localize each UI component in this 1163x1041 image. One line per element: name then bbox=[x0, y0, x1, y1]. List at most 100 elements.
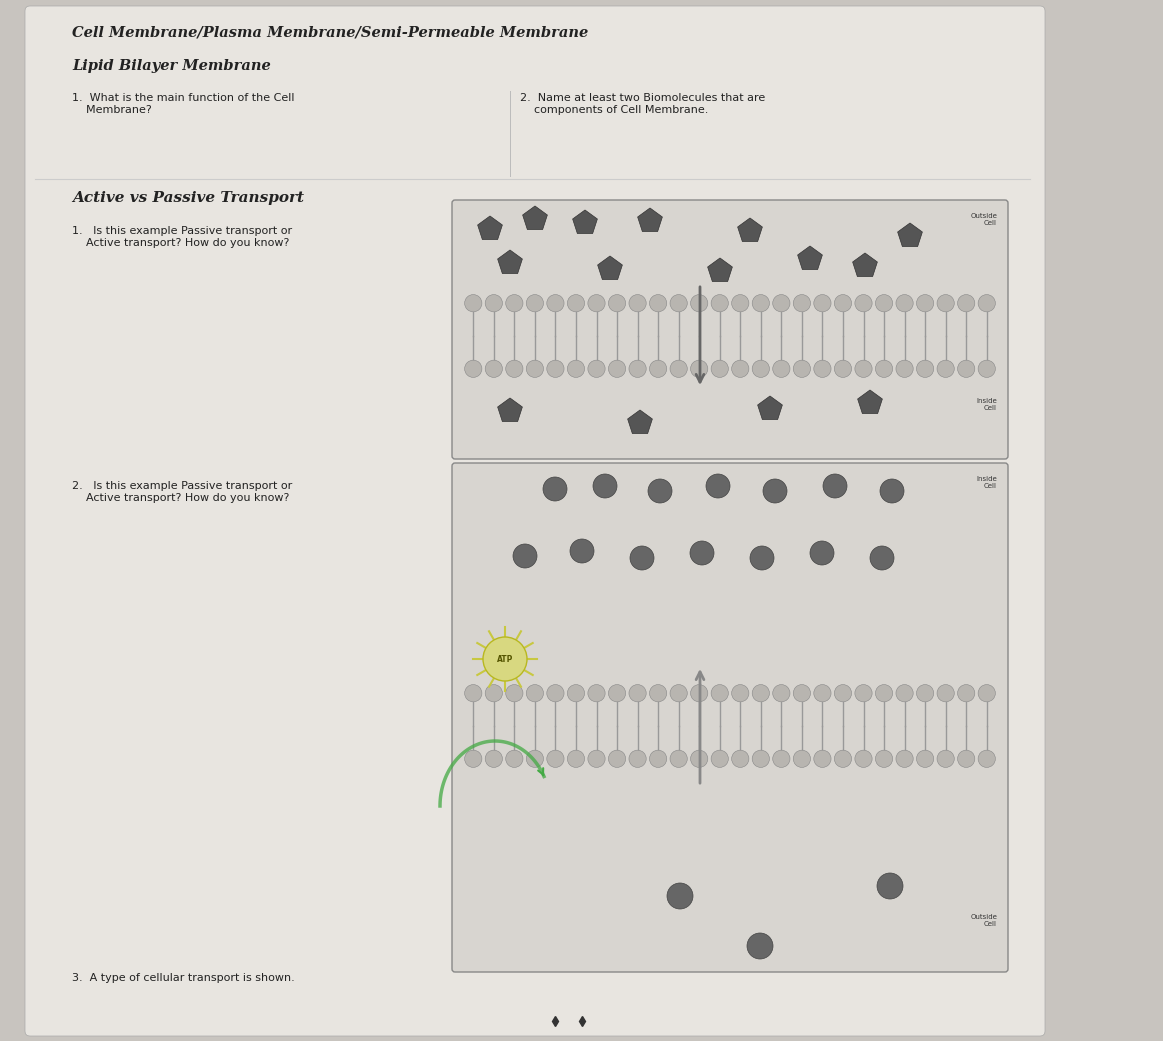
Circle shape bbox=[855, 295, 872, 312]
Circle shape bbox=[763, 479, 787, 503]
Circle shape bbox=[506, 685, 523, 702]
Circle shape bbox=[568, 360, 585, 378]
Circle shape bbox=[706, 474, 730, 498]
Circle shape bbox=[978, 295, 996, 312]
FancyBboxPatch shape bbox=[452, 200, 1008, 459]
Circle shape bbox=[527, 360, 543, 378]
Circle shape bbox=[691, 360, 708, 378]
Circle shape bbox=[547, 751, 564, 767]
Circle shape bbox=[876, 360, 893, 378]
Circle shape bbox=[568, 295, 585, 312]
Circle shape bbox=[527, 685, 543, 702]
Circle shape bbox=[957, 295, 975, 312]
Circle shape bbox=[978, 751, 996, 767]
Circle shape bbox=[547, 685, 564, 702]
Circle shape bbox=[876, 295, 893, 312]
Circle shape bbox=[587, 751, 605, 767]
Circle shape bbox=[608, 295, 626, 312]
Circle shape bbox=[957, 685, 975, 702]
Circle shape bbox=[670, 685, 687, 702]
Polygon shape bbox=[737, 218, 763, 242]
Circle shape bbox=[547, 360, 564, 378]
Circle shape bbox=[506, 360, 523, 378]
Circle shape bbox=[485, 751, 502, 767]
Circle shape bbox=[465, 685, 481, 702]
Circle shape bbox=[772, 751, 790, 767]
Circle shape bbox=[814, 685, 832, 702]
Text: Lipid Bilayer Membrane: Lipid Bilayer Membrane bbox=[72, 59, 271, 73]
Polygon shape bbox=[637, 208, 663, 231]
FancyBboxPatch shape bbox=[24, 6, 1046, 1036]
Circle shape bbox=[527, 751, 543, 767]
Circle shape bbox=[629, 685, 647, 702]
Circle shape bbox=[772, 685, 790, 702]
Circle shape bbox=[814, 360, 832, 378]
Circle shape bbox=[570, 539, 594, 563]
Circle shape bbox=[483, 637, 527, 681]
Circle shape bbox=[670, 751, 687, 767]
Circle shape bbox=[978, 360, 996, 378]
Circle shape bbox=[608, 685, 626, 702]
Circle shape bbox=[896, 295, 913, 312]
Circle shape bbox=[648, 479, 672, 503]
Circle shape bbox=[793, 685, 811, 702]
Polygon shape bbox=[757, 396, 783, 420]
Circle shape bbox=[593, 474, 618, 498]
Circle shape bbox=[916, 685, 934, 702]
Circle shape bbox=[855, 360, 872, 378]
Circle shape bbox=[465, 360, 481, 378]
Circle shape bbox=[711, 751, 728, 767]
Circle shape bbox=[937, 295, 955, 312]
Circle shape bbox=[855, 751, 872, 767]
Circle shape bbox=[527, 295, 543, 312]
Circle shape bbox=[629, 295, 647, 312]
Polygon shape bbox=[852, 253, 877, 277]
Circle shape bbox=[823, 474, 847, 498]
Text: Active vs Passive Transport: Active vs Passive Transport bbox=[72, 191, 304, 205]
Circle shape bbox=[870, 545, 894, 570]
Polygon shape bbox=[598, 256, 622, 280]
Circle shape bbox=[587, 360, 605, 378]
Circle shape bbox=[937, 751, 955, 767]
Circle shape bbox=[547, 295, 564, 312]
Circle shape bbox=[732, 360, 749, 378]
Circle shape bbox=[691, 751, 708, 767]
Circle shape bbox=[543, 477, 568, 501]
Polygon shape bbox=[857, 390, 883, 413]
Circle shape bbox=[670, 360, 687, 378]
Circle shape bbox=[752, 751, 770, 767]
Circle shape bbox=[465, 295, 481, 312]
Text: Inside
Cell: Inside Cell bbox=[976, 476, 997, 489]
Text: 3.  A type of cellular transport is shown.: 3. A type of cellular transport is shown… bbox=[72, 973, 294, 983]
Text: Outside
Cell: Outside Cell bbox=[970, 914, 997, 926]
Circle shape bbox=[916, 295, 934, 312]
Text: Outside
Cell: Outside Cell bbox=[970, 213, 997, 226]
Circle shape bbox=[834, 751, 851, 767]
Circle shape bbox=[896, 685, 913, 702]
Circle shape bbox=[485, 360, 502, 378]
Circle shape bbox=[772, 295, 790, 312]
Circle shape bbox=[916, 751, 934, 767]
Polygon shape bbox=[498, 250, 522, 274]
Circle shape bbox=[793, 360, 811, 378]
Circle shape bbox=[793, 751, 811, 767]
Circle shape bbox=[937, 685, 955, 702]
Circle shape bbox=[834, 360, 851, 378]
Circle shape bbox=[506, 295, 523, 312]
Circle shape bbox=[506, 751, 523, 767]
Circle shape bbox=[747, 933, 773, 959]
Circle shape bbox=[649, 295, 666, 312]
Text: 2.  Name at least two Biomolecules that are
    components of Cell Membrane.: 2. Name at least two Biomolecules that a… bbox=[520, 93, 765, 115]
Text: 2.   Is this example Passive transport or
    Active transport? How do you know?: 2. Is this example Passive transport or … bbox=[72, 481, 292, 503]
Text: 1.  What is the main function of the Cell
    Membrane?: 1. What is the main function of the Cell… bbox=[72, 93, 294, 115]
Circle shape bbox=[732, 295, 749, 312]
Text: Cell Membrane/Plasma Membrane/Semi-Permeable Membrane: Cell Membrane/Plasma Membrane/Semi-Perme… bbox=[72, 26, 588, 40]
Circle shape bbox=[649, 751, 666, 767]
Circle shape bbox=[916, 360, 934, 378]
Circle shape bbox=[465, 751, 481, 767]
Text: ATP: ATP bbox=[497, 655, 513, 663]
Circle shape bbox=[668, 883, 693, 909]
Circle shape bbox=[957, 360, 975, 378]
Circle shape bbox=[691, 685, 708, 702]
Circle shape bbox=[630, 545, 654, 570]
